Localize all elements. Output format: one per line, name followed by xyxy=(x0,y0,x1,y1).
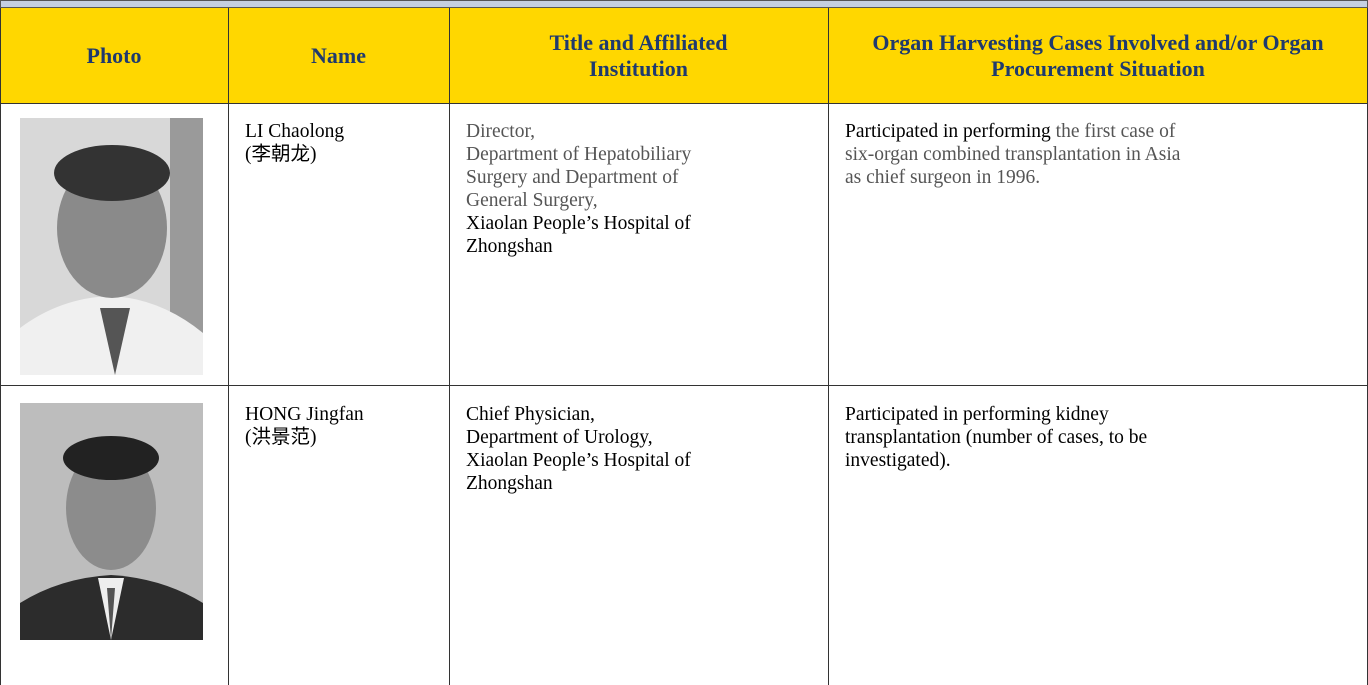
text-line: Xiaolan People’s Hospital of xyxy=(466,213,691,234)
text-line: HONG Jingfan xyxy=(245,404,364,425)
header-cell: Organ Harvesting Cases Involved and/or O… xyxy=(828,8,1368,103)
header-cell: Name xyxy=(228,8,449,103)
border xyxy=(0,103,1368,104)
border xyxy=(0,8,1,685)
text-line: General Surgery, xyxy=(466,190,598,211)
border xyxy=(228,8,229,685)
text-line: Zhongshan xyxy=(466,473,553,494)
text-line: the first case of xyxy=(1055,121,1176,142)
text-line: transplantation (number of cases, to be xyxy=(845,427,1148,448)
text-line: (李朝龙) xyxy=(245,144,317,165)
title-cell: Director, Department of Hepatobiliary Surg… xyxy=(466,120,691,258)
title-cell: Chief Physician, Department of Urology, Xi… xyxy=(466,403,691,495)
text-line: Participated in performing the first cas… xyxy=(845,120,1180,143)
border xyxy=(449,8,450,685)
text-line: as chief surgeon in 1996. xyxy=(845,167,1041,188)
header-cell: Photo xyxy=(0,8,228,103)
text-line: Participated in performing xyxy=(845,121,1051,142)
name-cell: HONG Jingfan (洪景范) xyxy=(245,403,364,449)
header-text: Organ Harvesting Cases Involved and/or O… xyxy=(872,29,1324,81)
text-line: Xiaolan People’s Hospital of xyxy=(466,450,691,471)
header-text: Name xyxy=(311,42,366,68)
header-text: Title and Affiliated Institution xyxy=(549,29,728,81)
top-bar xyxy=(0,0,1368,8)
cases-cell: Participated in performing the first cas… xyxy=(845,120,1180,189)
text-line: Surgery and Department of xyxy=(466,167,679,188)
photo xyxy=(20,403,203,640)
text-line: (洪景范) xyxy=(245,427,317,448)
header-cell: Title and Affiliated Institution xyxy=(449,8,828,103)
text-line: Department of Hepatobiliary xyxy=(466,144,692,165)
border xyxy=(0,385,1368,386)
border xyxy=(828,8,829,685)
text-line: Zhongshan xyxy=(466,236,553,257)
text-line: Chief Physician, xyxy=(466,404,595,425)
header-text: Photo xyxy=(86,42,142,68)
name-cell: LI Chaolong (李朝龙) xyxy=(245,120,344,166)
text-line: investigated). xyxy=(845,450,951,471)
text-line: Participated in performing kidney xyxy=(845,404,1109,425)
cases-cell: Participated in performing kidney transpl… xyxy=(845,403,1147,472)
text-line: Department of Urology, xyxy=(466,427,653,448)
text-line: six-organ combined transplantation in As… xyxy=(845,144,1181,165)
text-line: LI Chaolong xyxy=(245,121,345,142)
text-line: Director, xyxy=(466,121,536,142)
photo xyxy=(20,118,203,375)
